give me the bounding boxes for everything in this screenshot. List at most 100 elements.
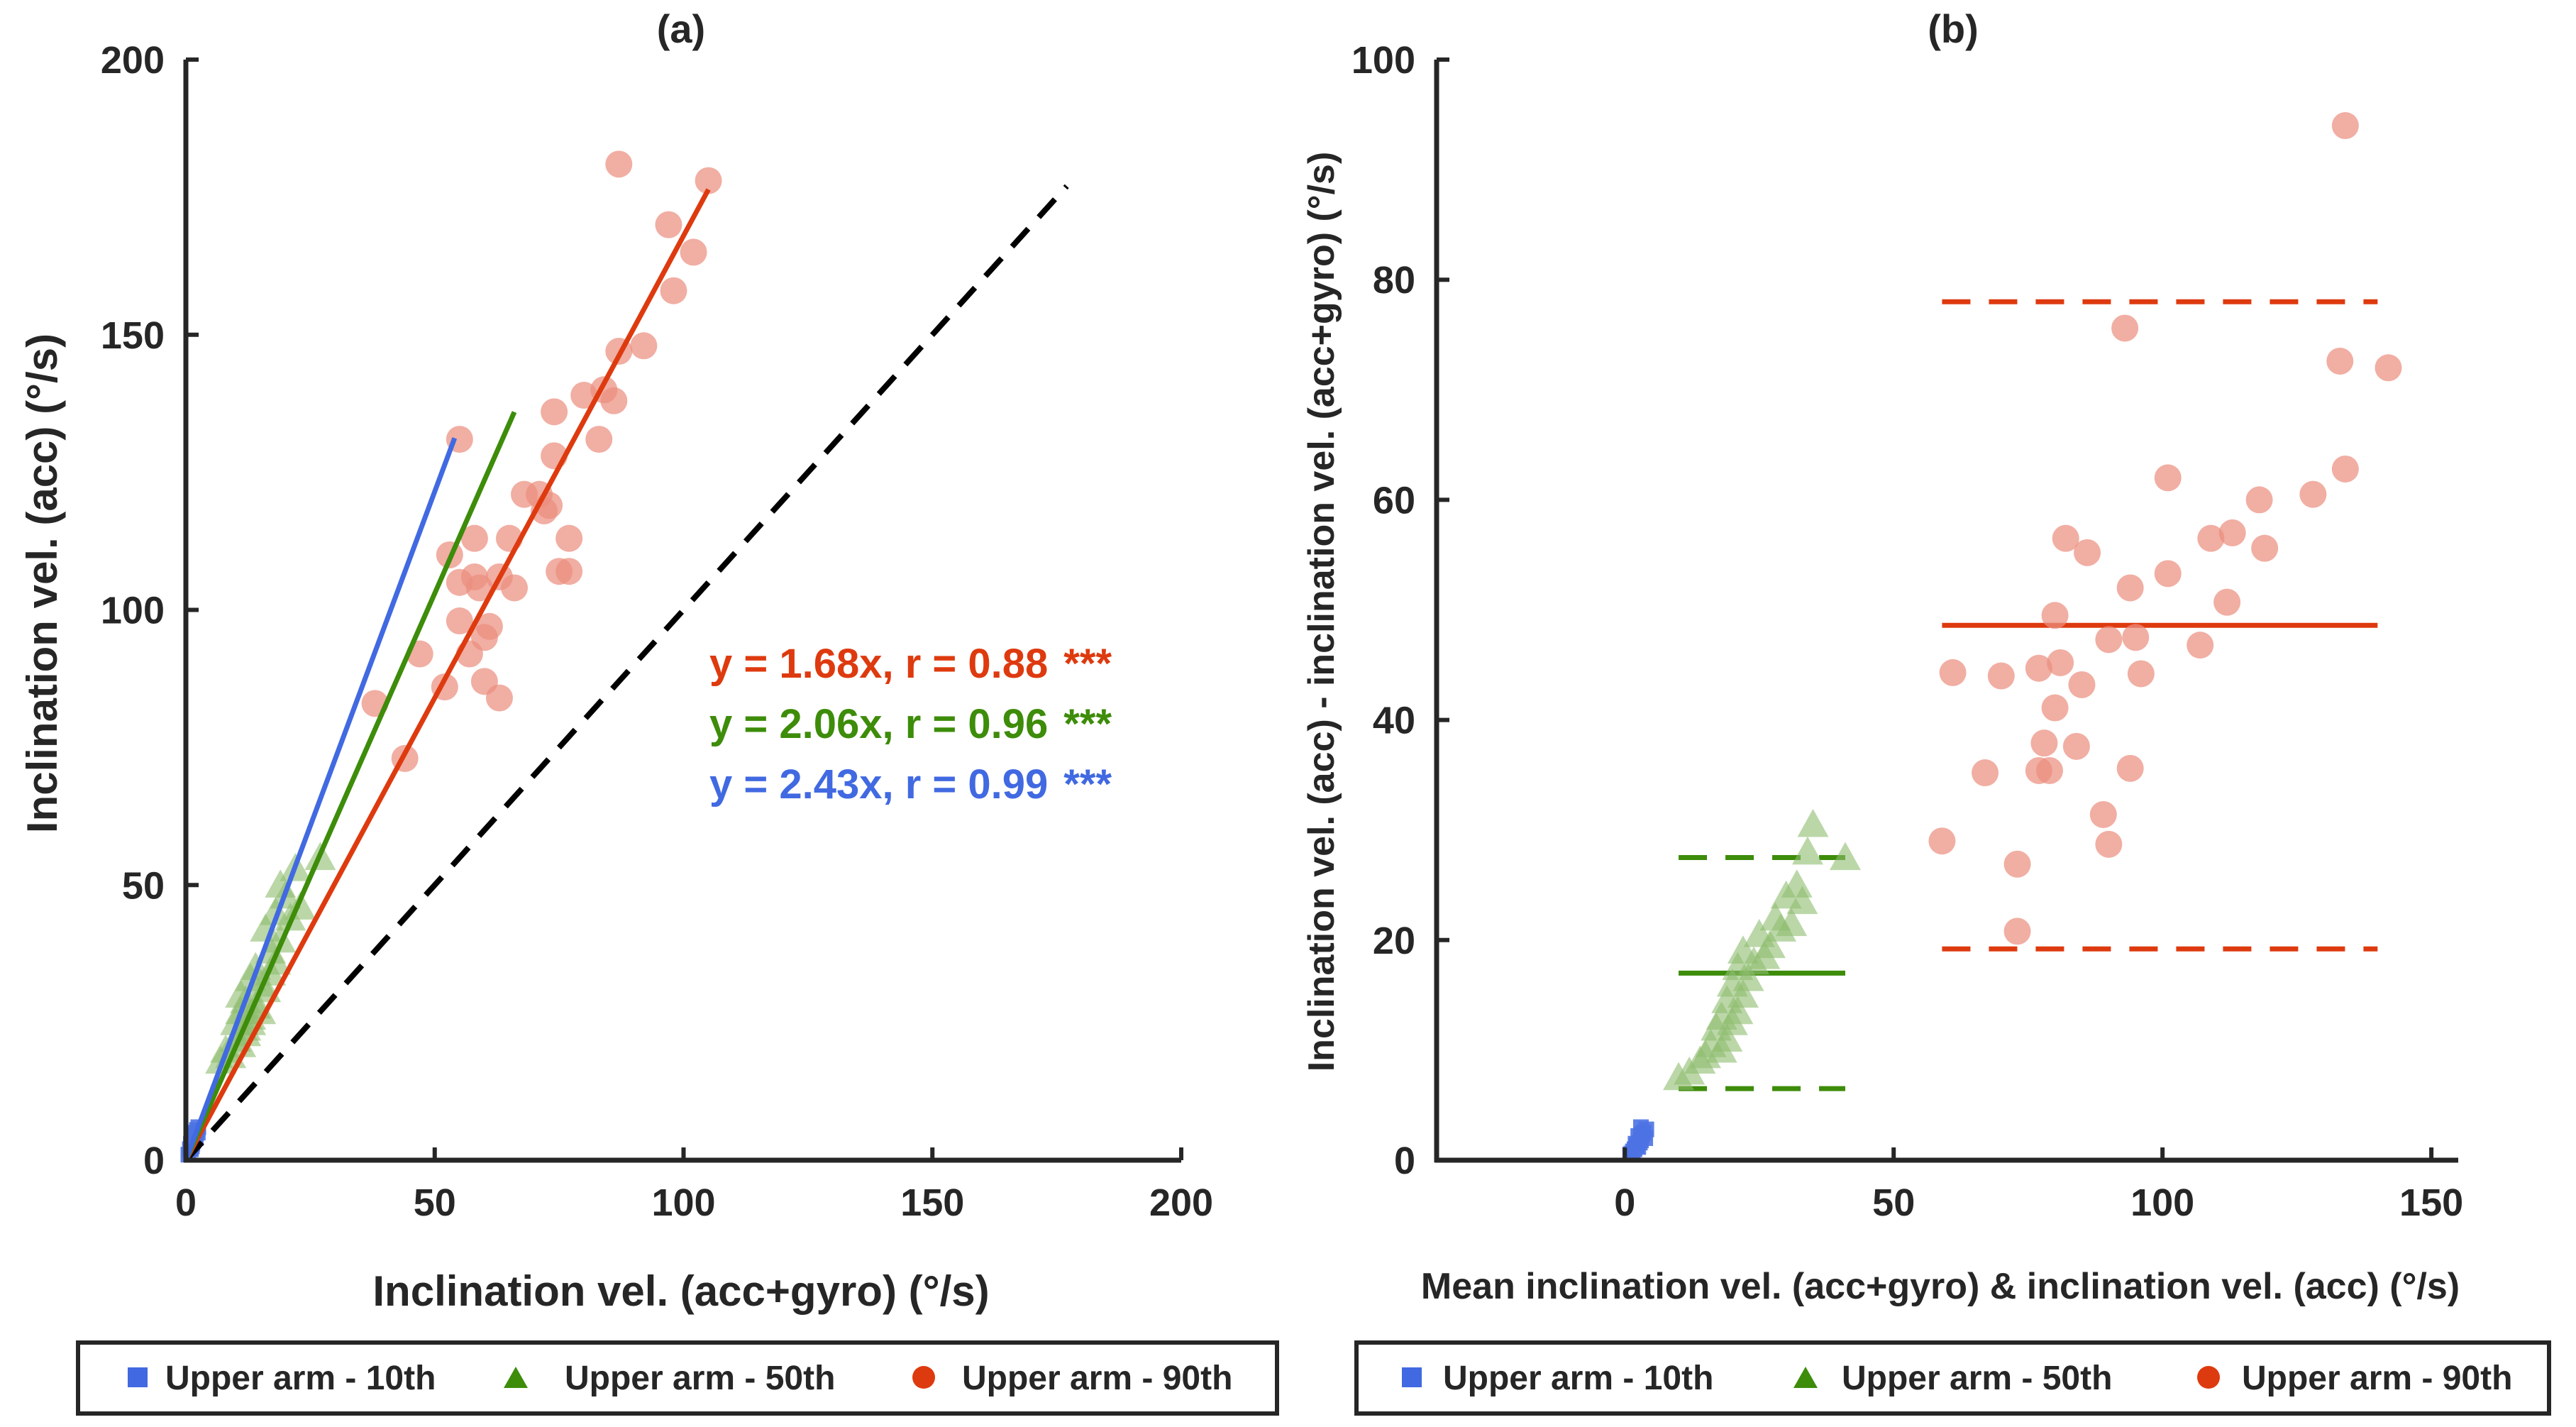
data-point-triangle [1765,913,1797,942]
data-point-circle [2025,654,2052,682]
data-point-circle [2331,455,2359,483]
data-point-circle [2127,660,2155,688]
data-point-circle [2074,539,2101,566]
panel-b-legend-90th: Upper arm - 90th [2242,1360,2512,1397]
data-point-triangle [1749,941,1781,969]
fit-line-red [183,188,711,1162]
data-point-circle [511,480,538,508]
y-tick-label: 0 [1394,1140,1415,1182]
data-point-circle [2041,694,2069,722]
panel-b-agreement-lines [1679,299,2378,1091]
data-point-circle [2154,464,2182,492]
data-point-circle [630,332,658,360]
y-tick-label: 40 [1373,700,1415,742]
panel-a-legend: Upper arm - 10th Upper arm - 50th Upper … [76,1340,1279,1416]
y-tick-label: 80 [1373,259,1415,302]
y-tick-label: 200 [101,39,165,82]
data-point-circle [1928,827,1956,855]
data-point-circle [2116,754,2144,782]
data-point-triangle [250,913,282,942]
equation-90th: y = 1.68x, r = 0.88 *** [709,641,1112,687]
x-tick-label: 150 [900,1181,964,1224]
panel-b-legend-50th: Upper arm - 50th [1842,1360,2112,1397]
data-point-circle [2030,729,2058,757]
data-point-circle [2003,918,2031,945]
legend-square-icon [128,1367,148,1387]
legend-triangle-icon [504,1367,528,1388]
equation-10th-text: y = 2.43x, r = 0.99 [709,761,1048,808]
panel-b-legend-box [1354,1340,2551,1416]
data-point-circle [2095,626,2123,654]
panel-a-legend-box [76,1340,1279,1416]
y-tick-label: 0 [143,1140,165,1182]
equation-50th-stars: *** [1063,701,1112,747]
x-tick-label: 0 [175,1181,197,1224]
data-point-circle [2213,588,2241,616]
panel-b-y-axis-label: Inclination vel. (acc) - inclination vel… [1301,152,1342,1072]
data-point-circle [2116,574,2144,602]
data-point-circle [546,558,573,585]
data-point-circle [1972,759,1999,787]
equation-90th-stars: *** [1063,641,1112,687]
panel-b-bland-altman-plot: (b) 0 50 100 150 0 20 40 60 80 100 Mean inclinati… [1301,6,2551,1416]
legend-circle-icon [912,1366,935,1389]
data-point-circle [2062,732,2090,760]
panel-a-x-axis-label: Inclination vel. (acc+gyro) (°/s) [372,1267,989,1315]
y-tick-label: 100 [101,590,165,632]
data-point-circle [2036,756,2063,784]
panel-b-legend-10th: Upper arm - 10th [1443,1360,1713,1397]
data-point-circle [2375,354,2402,382]
equation-50th-text: y = 2.06x, r = 0.96 [709,701,1048,747]
x-tick-label: 200 [1149,1181,1213,1224]
data-point-circle [2326,347,2354,375]
data-point-square [1634,1127,1650,1143]
x-tick-label: 100 [651,1181,715,1224]
data-point-circle [2052,524,2079,552]
panel-a-fit-lines [183,184,1069,1162]
data-point-circle [605,150,633,178]
y-tick-label: 60 [1373,479,1415,522]
panel-b-x-axis-label: Mean inclination vel. (acc+gyro) & incli… [1421,1266,2460,1307]
equation-10th-stars: *** [1063,761,1112,808]
data-point-circle [2197,524,2225,552]
panel-a-title: (a) [657,6,705,51]
data-point-circle [1939,659,1967,686]
panel-a-legend-50th: Upper arm - 50th [565,1360,835,1397]
data-point-circle [680,238,707,266]
data-point-circle [2245,486,2273,514]
data-point-circle [2187,632,2214,659]
y-tick-label: 50 [122,864,165,907]
legend-circle-icon [2197,1366,2220,1389]
equation-50th: y = 2.06x, r = 0.96 *** [709,701,1112,747]
data-point-triangle [1791,836,1823,865]
data-point-circle [2068,671,2096,698]
panel-a-legend-90th: Upper arm - 90th [962,1360,1232,1397]
data-point-circle [2299,480,2327,508]
data-point-circle [2111,314,2139,342]
legend-triangle-icon [1793,1367,1818,1388]
x-tick-label: 150 [2399,1181,2463,1224]
data-point-triangle [1830,842,1861,871]
fit-line-blue [183,437,458,1162]
x-tick-label: 0 [1614,1181,1635,1224]
data-point-circle [485,684,513,712]
fit-line-green [183,411,517,1162]
data-point-circle [585,426,613,453]
y-tick-label: 150 [101,314,165,357]
panel-b-legend: Upper arm - 10th Upper arm - 50th Upper … [1354,1340,2551,1416]
data-point-circle [555,524,583,552]
panel-b-ticks: 0 50 100 150 0 20 40 60 80 100 [1351,39,2463,1224]
data-point-circle [2095,830,2123,858]
identity-line [184,184,1069,1162]
data-point-circle [541,398,568,426]
equation-90th-text: y = 1.68x, r = 0.88 [709,641,1048,687]
panel-b-title: (b) [1928,6,1979,51]
data-point-circle [660,277,687,304]
data-point-circle [2089,800,2117,828]
equation-10th: y = 2.43x, r = 0.99 *** [709,761,1112,808]
panel-a-fit-equations: y = 1.68x, r = 0.88 *** y = 2.06x, r = 0.… [709,641,1112,808]
data-point-circle [2047,649,2074,676]
panel-b-data-marks [1622,112,2402,1163]
data-point-circle [2122,624,2150,651]
